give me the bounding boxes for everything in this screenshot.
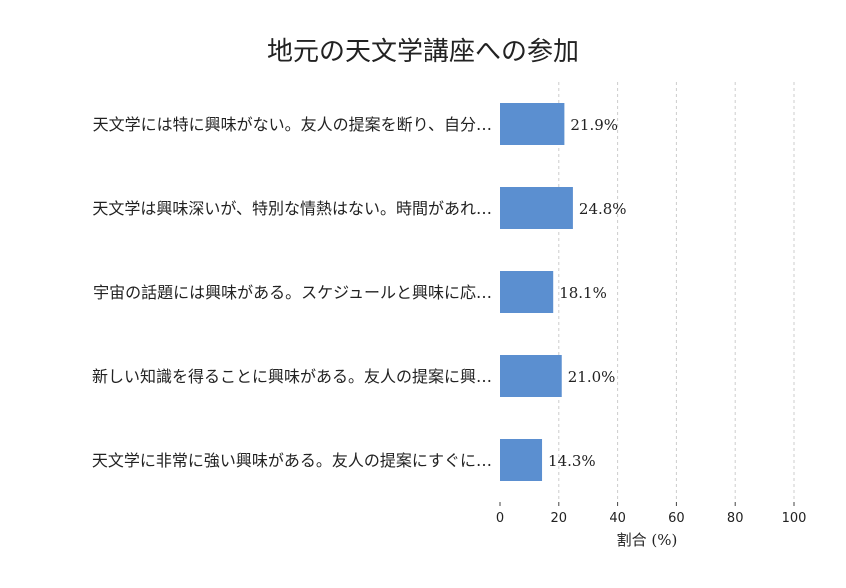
x-tick-label: 80 [727, 511, 744, 526]
data-label: 24.8% [579, 200, 627, 218]
x-tick-label: 60 [668, 511, 685, 526]
x-axis-title: 割合 (%) [617, 531, 678, 549]
data-label: 21.9% [570, 116, 618, 134]
category-label: 宇宙の話題には興味がある。スケジュールと興味に応… [93, 283, 492, 302]
data-labels: 21.9% 24.8% 18.1% 21.0% 14.3% [548, 116, 627, 470]
data-label: 18.1% [559, 284, 607, 302]
category-labels: 天文学には特に興味がない。友人の提案を断り、自分… 天文学は興味深いが、特別な情熱… [92, 115, 492, 470]
bar [500, 103, 565, 145]
category-label: 天文学に非常に強い興味がある。友人の提案にすぐに… [92, 451, 492, 470]
x-tick-label: 100 [782, 511, 807, 526]
x-tick-label: 20 [551, 511, 568, 526]
bar [500, 187, 573, 229]
grid [558, 82, 795, 502]
x-tick-label: 0 [496, 511, 504, 526]
category-label: 天文学には特に興味がない。友人の提案を断り、自分… [93, 115, 492, 134]
category-label: 新しい知識を得ることに興味がある。友人の提案に興… [92, 367, 492, 386]
x-axis-ticks: 0 20 40 60 80 100 [496, 502, 807, 526]
x-tick-label: 40 [609, 511, 626, 526]
chart-title: 地元の天文学講座への参加 [267, 37, 579, 67]
category-label: 天文学は興味深いが、特別な情熱はない。時間があれ… [92, 199, 492, 218]
data-label: 21.0% [568, 368, 616, 386]
bars [500, 103, 573, 481]
bar [500, 271, 554, 313]
data-label: 14.3% [548, 452, 596, 470]
bar [500, 439, 543, 481]
bar [500, 355, 562, 397]
